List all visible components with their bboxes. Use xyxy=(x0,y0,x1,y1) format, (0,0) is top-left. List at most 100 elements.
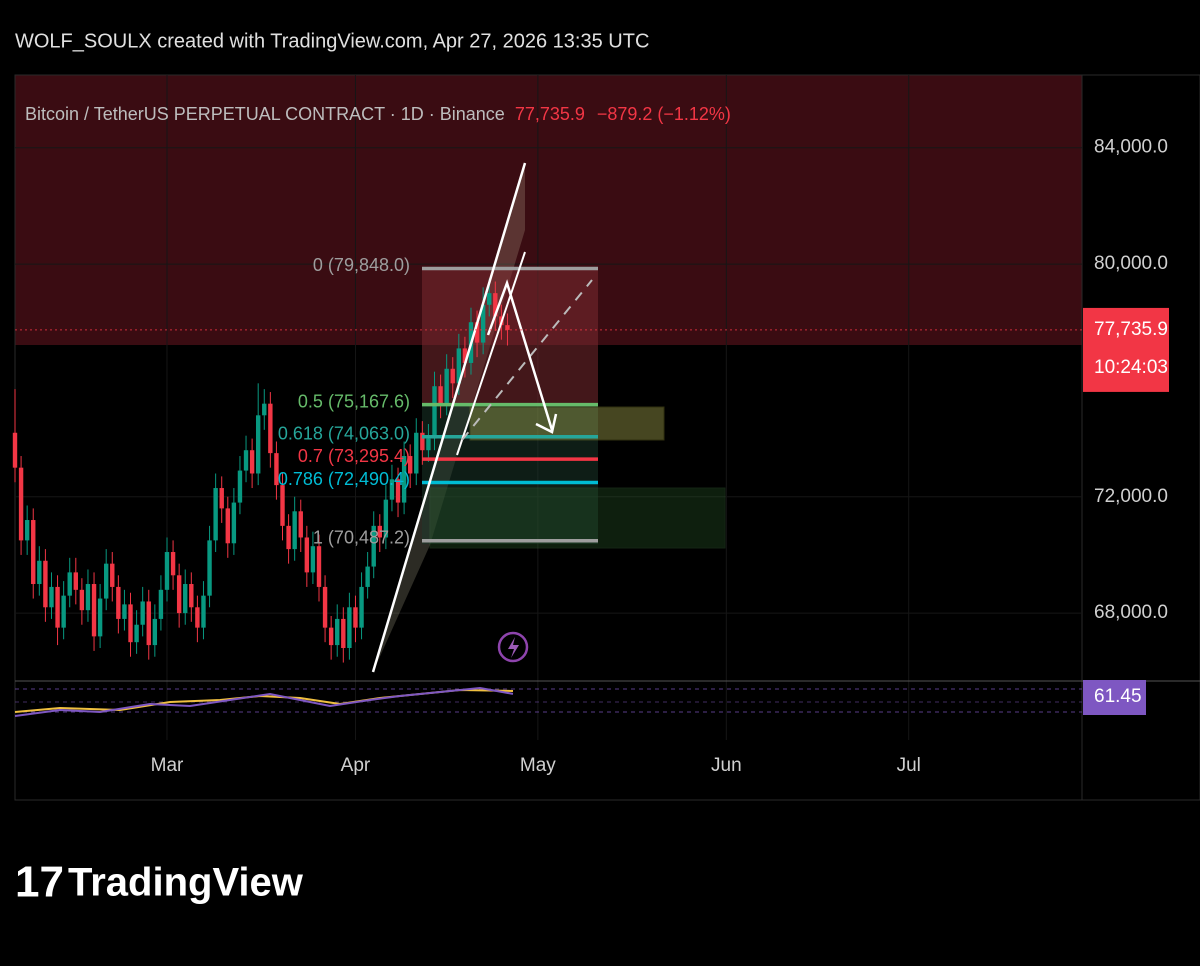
candle-body xyxy=(170,552,176,576)
fib-label: 0.5 (75,167.6) xyxy=(298,391,410,411)
candle-body xyxy=(18,467,24,541)
support-box xyxy=(429,487,726,549)
candle-body xyxy=(377,525,382,538)
last-price: 77,735.9 xyxy=(515,104,585,124)
candle-body xyxy=(225,508,230,544)
candle-body xyxy=(262,403,267,416)
candle-body xyxy=(505,325,510,330)
header: WOLF_SOULX created with TradingView.com,… xyxy=(15,30,649,52)
candle-body xyxy=(79,589,85,611)
candle-body xyxy=(322,586,328,628)
candle-body xyxy=(371,525,376,567)
candle-body xyxy=(183,584,188,614)
candle-body xyxy=(335,618,340,646)
candle-body xyxy=(91,584,97,637)
y-tick-label: 68,000.0 xyxy=(1094,602,1168,623)
candle-body xyxy=(328,627,334,646)
candle-body xyxy=(195,607,200,628)
arrow-head xyxy=(535,413,558,434)
candle-body xyxy=(274,453,279,486)
candle-body xyxy=(438,386,443,404)
candle-body xyxy=(310,546,316,573)
candles xyxy=(12,278,510,663)
x-tick-label: Mar xyxy=(151,755,184,776)
candle-body xyxy=(61,595,66,628)
x-tick-label: May xyxy=(520,755,556,776)
candle-body xyxy=(268,403,273,454)
candle-body xyxy=(401,456,407,503)
y-tick-label: 72,000.0 xyxy=(1094,486,1168,507)
candle-body xyxy=(389,479,395,500)
candle-body xyxy=(316,546,322,587)
candle-body xyxy=(122,604,127,619)
x-tick-label: Jul xyxy=(897,755,921,776)
rsi-badge xyxy=(1083,680,1146,715)
candle-body xyxy=(444,368,449,404)
fib-label: 0.7 (73,295.4) xyxy=(298,446,410,466)
candle-body xyxy=(24,520,30,541)
candle-body xyxy=(426,438,431,451)
y-tick-label: 80,000.0 xyxy=(1094,253,1168,274)
candle-body xyxy=(85,584,91,611)
candle-body xyxy=(450,368,455,384)
candle-body xyxy=(462,348,468,363)
y-axis: 68,000.0 72,000.0 80,000.0 84,000.0 xyxy=(1094,137,1168,623)
candle-body xyxy=(407,456,413,474)
candle-body xyxy=(207,540,212,596)
channel-line xyxy=(371,162,527,673)
fib: 0 (79,848.0) 0.5 (75,167.6) 0.618 (74,063.… xyxy=(278,255,598,548)
logo: TradingView xyxy=(68,861,304,905)
candle-body xyxy=(365,566,370,587)
candle-body xyxy=(67,572,72,596)
candle-body xyxy=(134,624,139,643)
candle-body xyxy=(110,563,115,587)
candle-body xyxy=(298,511,303,538)
symbol: Bitcoin / TetherUS PERPETUAL CONTRACT · … xyxy=(25,104,505,124)
candle-body xyxy=(347,607,352,649)
candle-body xyxy=(487,293,492,305)
candle-body xyxy=(140,601,145,625)
candle-body xyxy=(219,488,224,509)
candle-body xyxy=(359,586,364,628)
candle-body xyxy=(493,293,498,317)
candle-body xyxy=(158,589,164,619)
price-badge-label: 77,735.9 xyxy=(1094,319,1168,340)
fib-label: 0.618 (74,063.0) xyxy=(278,423,410,443)
price-badge xyxy=(1083,307,1169,392)
fib-label: 0.786 (72,490.4) xyxy=(278,469,410,489)
y-tick-label: 84,000.0 xyxy=(1094,137,1168,158)
candle-body xyxy=(55,586,60,628)
candle-body xyxy=(456,348,462,384)
candle-body xyxy=(395,479,401,503)
fib-label: 1 (70,487.2) xyxy=(313,528,410,548)
candle-body xyxy=(43,560,48,608)
x-tick-label: Jun xyxy=(711,755,742,776)
logo-mark: 17 xyxy=(15,858,64,907)
candle-body xyxy=(304,537,310,573)
candle-body xyxy=(31,520,36,585)
candle-body xyxy=(432,386,437,439)
candle-body xyxy=(243,450,249,471)
candle-body xyxy=(49,586,54,608)
bolt xyxy=(508,637,519,658)
channel-line xyxy=(456,251,526,456)
candle-body xyxy=(152,618,158,646)
candle-body xyxy=(201,595,206,628)
candle-body xyxy=(292,511,297,550)
event-icon[interactable] xyxy=(497,631,529,663)
x-tick-label: Apr xyxy=(341,755,371,776)
candle-body xyxy=(231,502,237,544)
target-box xyxy=(469,406,665,441)
candle-body xyxy=(480,304,486,343)
candle-body xyxy=(116,586,121,619)
candle-body xyxy=(73,572,78,590)
candle-body xyxy=(97,598,103,637)
channel-dashed xyxy=(461,279,593,441)
candle-body xyxy=(341,618,346,649)
rsi-badge-label: 61.45 xyxy=(1094,686,1142,707)
candle-body xyxy=(474,322,480,343)
candle-body xyxy=(213,488,218,541)
candle-body xyxy=(280,485,285,526)
candle-body xyxy=(164,552,170,590)
